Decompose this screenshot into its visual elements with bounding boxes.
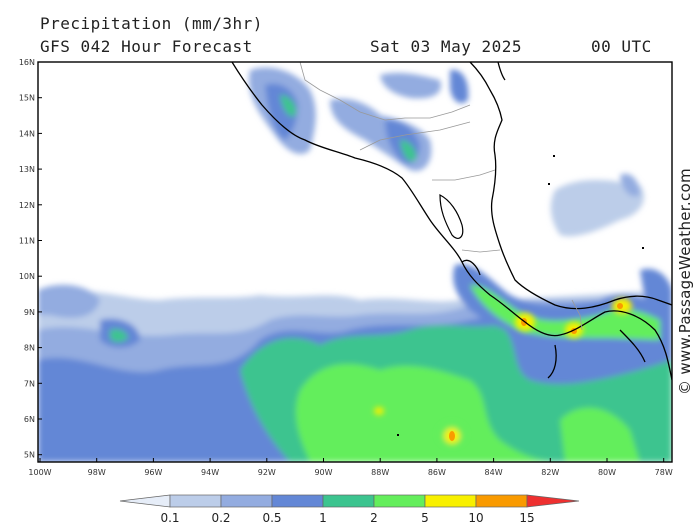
legend-label: 15 [519, 511, 534, 525]
legend-label: 5 [421, 511, 429, 525]
lon-label: 92W [258, 468, 276, 477]
lon-label: 90W [314, 468, 332, 477]
lon-label: 80W [598, 468, 616, 477]
lon-label: 96W [144, 468, 162, 477]
lat-label: 11N [19, 237, 35, 246]
lat-label: 15N [19, 94, 35, 103]
map-frame [37, 61, 673, 463]
legend-label: 1 [319, 511, 327, 525]
lat-label: 5N [24, 451, 35, 460]
legend-label: 10 [468, 511, 483, 525]
legend-swatch [424, 494, 477, 508]
legend-swatch [119, 494, 171, 508]
precip-legend: 0.1 0.2 0.5 1 2 5 10 15 [119, 494, 580, 525]
lake-nicaragua [439, 194, 464, 239]
lat-label: 13N [19, 165, 35, 174]
longitude-axis: 100W 98W 96W 94W 92W 90W 88W 86W 84W 82W 80W 78W [28, 458, 673, 477]
lat-label: 10N [19, 272, 35, 281]
legend-swatch [475, 494, 528, 508]
lon-label: 78W [655, 468, 673, 477]
forecast-time: 00 UTC [591, 37, 652, 56]
coastline [231, 62, 672, 381]
lon-label: 98W [88, 468, 106, 477]
lon-label: 82W [541, 468, 559, 477]
lat-label: 8N [24, 344, 35, 353]
legend-swatch [526, 494, 580, 508]
forecast-date: Sat 03 May 2025 [370, 37, 522, 56]
lon-label: 94W [201, 468, 219, 477]
legend-label: 0.5 [262, 511, 281, 525]
lat-label: 6N [24, 415, 35, 424]
legend-swatch [322, 494, 375, 508]
forecast-subtitle: GFS 042 Hour Forecast [40, 37, 253, 56]
lon-label: 84W [485, 468, 503, 477]
lat-label: 9N [24, 308, 35, 317]
lat-label: 12N [19, 201, 35, 210]
lon-label: 86W [428, 468, 446, 477]
legend-swatch [271, 494, 324, 508]
lat-label: 14N [19, 129, 35, 138]
lat-label: 7N [24, 379, 35, 388]
watermark-text: © www.PassageWeather.com [676, 168, 694, 395]
legend-label: 0.2 [211, 511, 230, 525]
legend-swatch [220, 494, 273, 508]
lat-label: 16N [19, 58, 35, 67]
country-borders [299, 62, 583, 331]
latitude-axis: 16N 15N 14N 13N 12N 11N 10N 9N 8N 7N 6N 5N [19, 58, 42, 460]
legend-label: 2 [370, 511, 378, 525]
lon-label: 88W [371, 468, 389, 477]
legend-swatch [169, 494, 222, 508]
legend-swatch [373, 494, 426, 508]
map-title: Precipitation (mm/3hr) [40, 14, 263, 33]
lon-label: 100W [28, 468, 51, 477]
precip-field [38, 62, 672, 462]
legend-label: 0.1 [160, 511, 179, 525]
